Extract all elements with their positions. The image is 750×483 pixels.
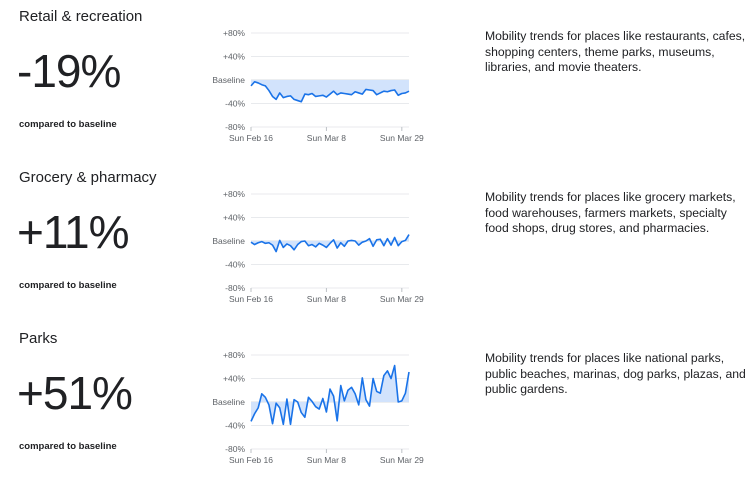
x-tick-label: Sun Feb 16: [229, 455, 273, 465]
y-tick-label: +40%: [223, 213, 245, 223]
x-tick-label: Sun Feb 16: [229, 133, 273, 143]
percent-change: -19%: [17, 45, 121, 97]
trend-line: [250, 234, 410, 253]
trend-line: [250, 80, 410, 103]
category-description: Mobility trends for places like restaura…: [485, 29, 746, 74]
trend-chart: +80% +40% Baseline -40% -80%Sun Feb 16 Sun Ma…: [212, 350, 424, 465]
y-tick-label: +80%: [223, 350, 245, 360]
y-tick-label: -80%: [225, 122, 245, 132]
category-title: Retail & recreation: [19, 8, 143, 25]
y-tick-label: -80%: [225, 444, 245, 454]
x-tick-label: Sun Mar 8: [307, 294, 346, 304]
y-tick-label: Baseline: [212, 75, 245, 85]
trend-area: [251, 80, 409, 102]
compared-label: compared to baseline: [19, 280, 117, 291]
compared-label: compared to baseline: [19, 441, 117, 452]
percent-change: +11%: [17, 206, 130, 258]
x-tick-label: Sun Mar 8: [307, 133, 346, 143]
sec-grocery: Grocery & pharmacy +11% compared to base…: [0, 161, 750, 322]
sec-retail: Retail & recreation -19% compared to bas…: [0, 0, 750, 161]
x-tick-label: Sun Mar 29: [380, 455, 424, 465]
trend-chart: +80% +40% Baseline -40% -80%Sun Feb 16 Sun Ma…: [212, 28, 424, 143]
trend-line: [250, 364, 410, 426]
compared-label: compared to baseline: [19, 119, 117, 130]
y-tick-label: -40%: [225, 260, 245, 270]
x-tick-label: Sun Mar 29: [380, 294, 424, 304]
y-tick-label: Baseline: [212, 236, 245, 246]
y-tick-label: +40%: [223, 374, 245, 384]
sec-parks: Parks +51% compared to baseline +80% +40%…: [0, 322, 750, 483]
x-tick-label: Sun Feb 16: [229, 294, 273, 304]
category-title: Parks: [19, 330, 58, 347]
percent-change: +51%: [17, 367, 133, 419]
trend-area: [251, 365, 409, 425]
y-tick-label: +80%: [223, 28, 245, 38]
y-tick-label: -40%: [225, 99, 245, 109]
y-tick-label: Baseline: [212, 397, 245, 407]
y-tick-label: +40%: [223, 52, 245, 62]
y-tick-label: +80%: [223, 189, 245, 199]
x-tick-label: Sun Mar 8: [307, 455, 346, 465]
category-description: Mobility trends for places like national…: [485, 351, 746, 396]
y-tick-label: -80%: [225, 283, 245, 293]
category-title: Grocery & pharmacy: [19, 169, 157, 186]
y-tick-label: -40%: [225, 421, 245, 431]
x-tick-label: Sun Mar 29: [380, 133, 424, 143]
category-description: Mobility trends for places like grocery …: [485, 190, 736, 235]
trend-chart: +80% +40% Baseline -40% -80%Sun Feb 16 Sun Ma…: [212, 189, 424, 304]
